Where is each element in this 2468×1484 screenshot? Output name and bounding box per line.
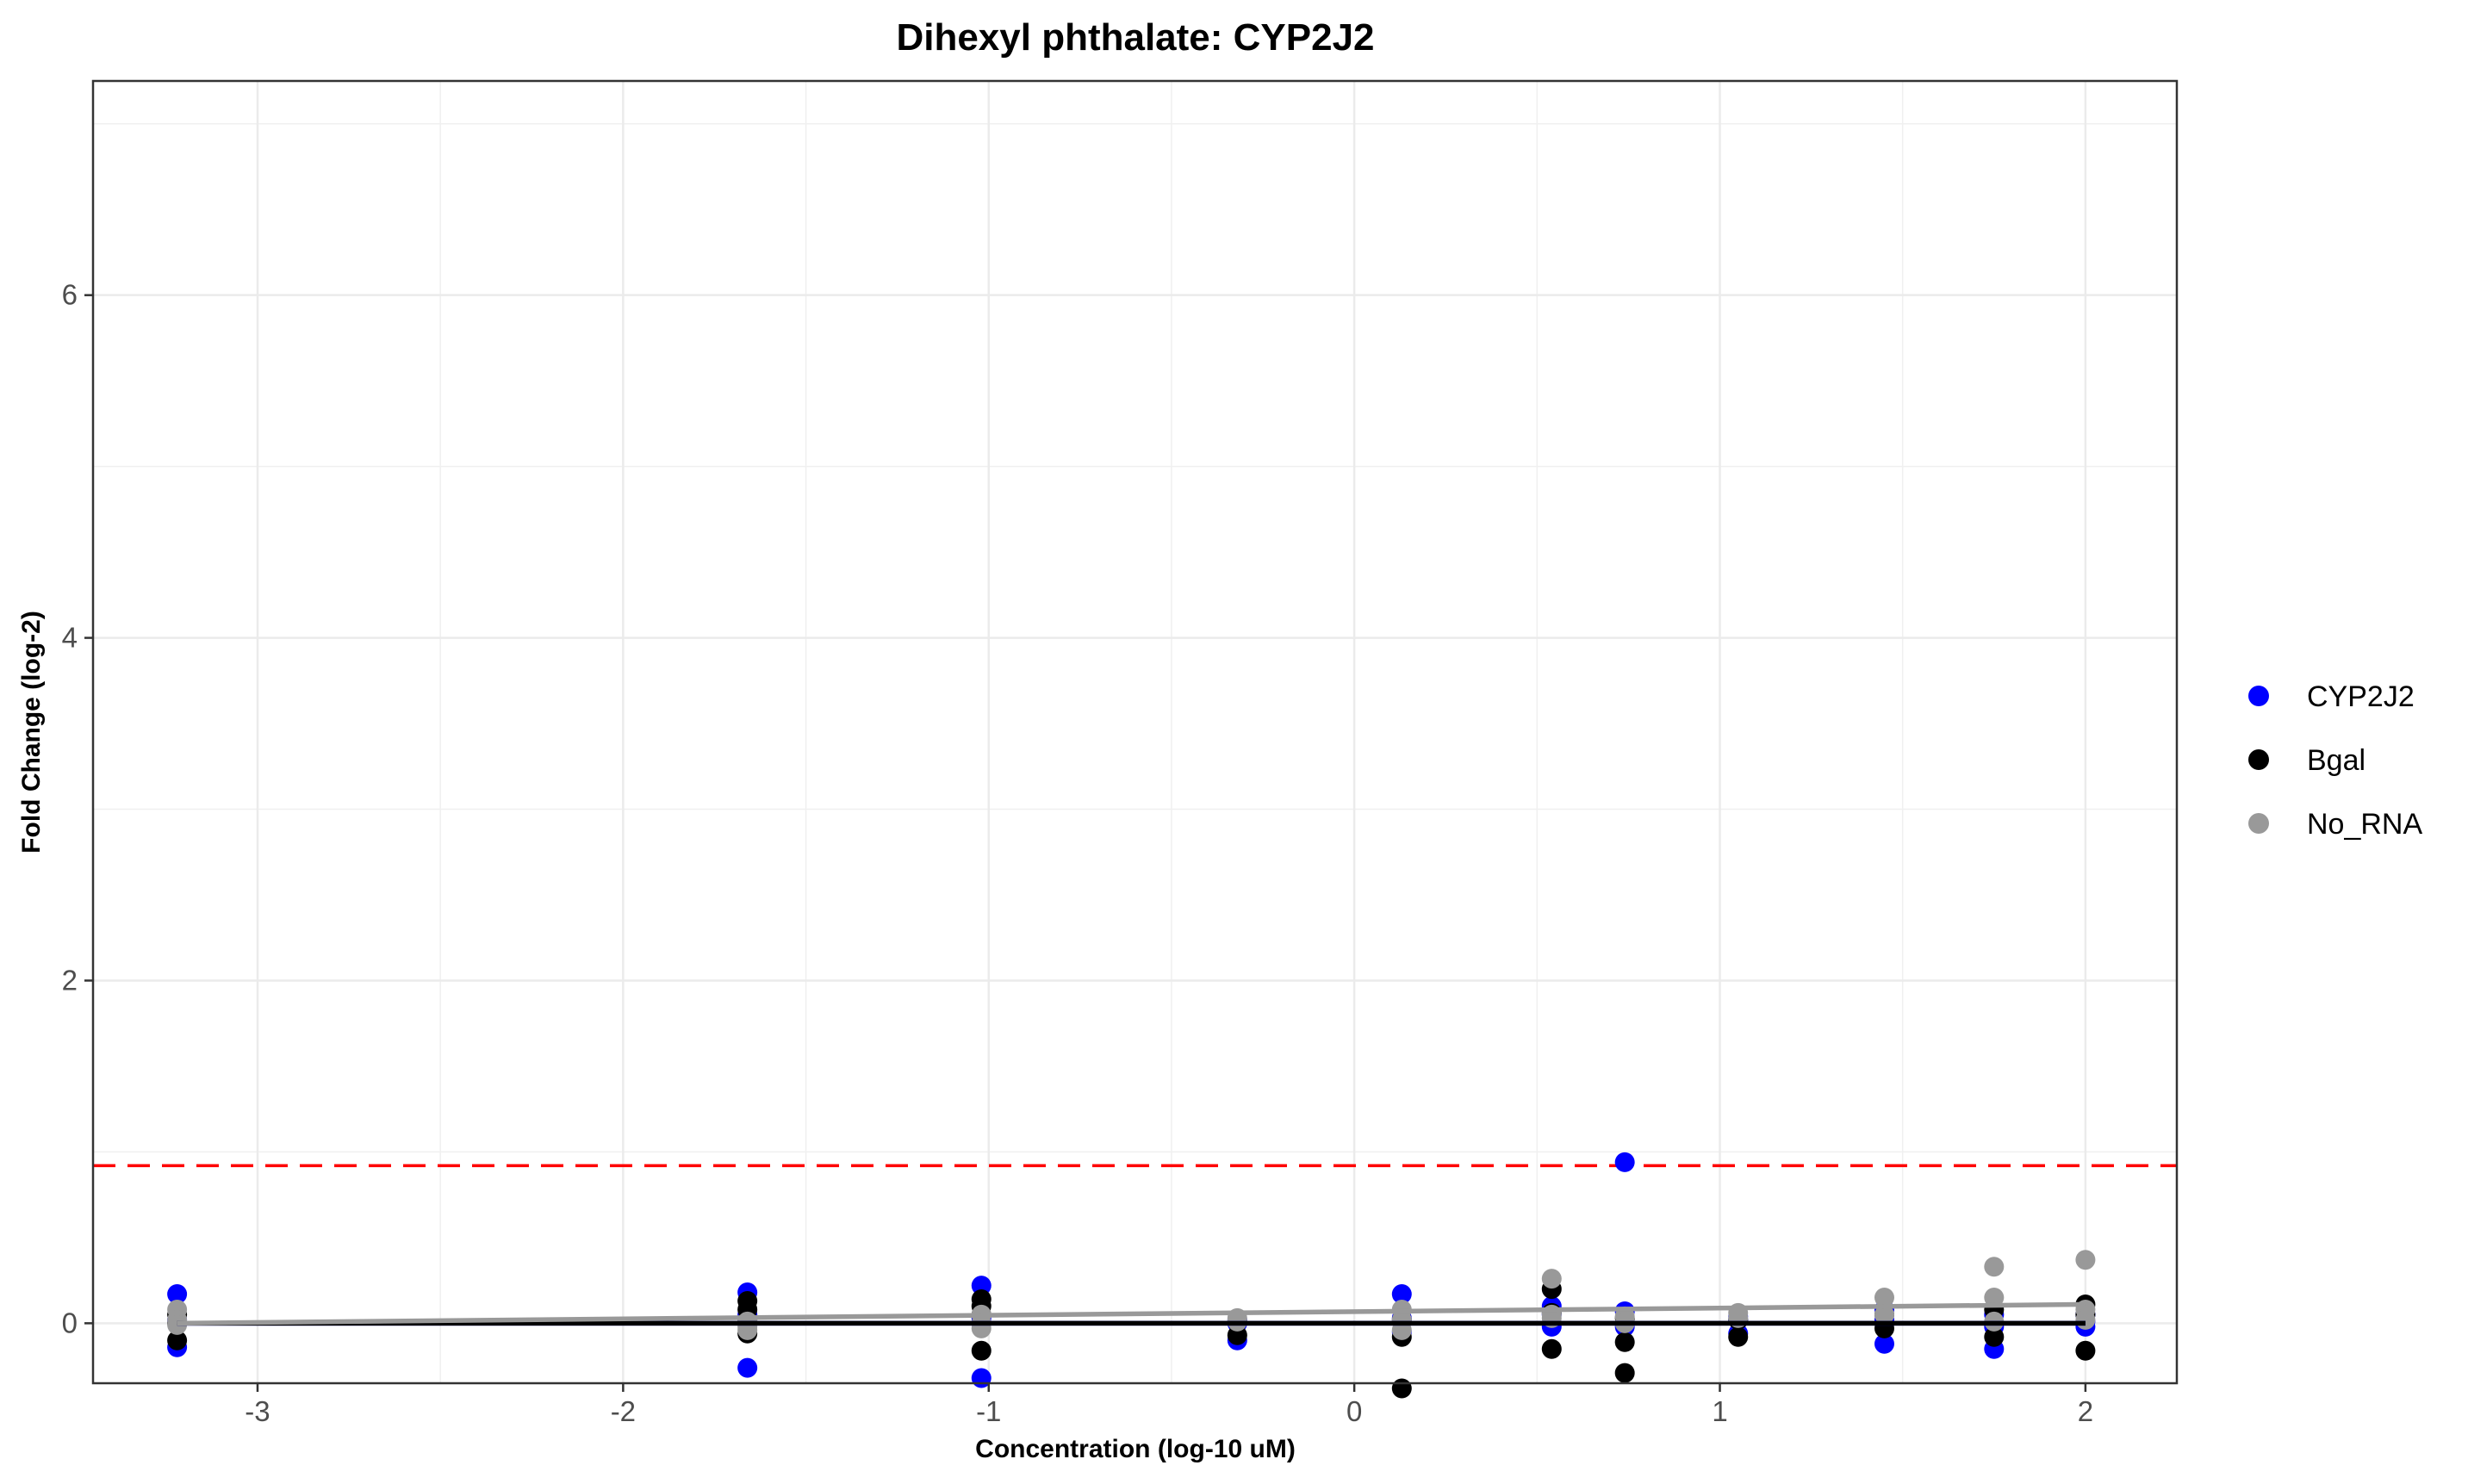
x-axis-title: Concentration (log-10 uM) [975, 1435, 1296, 1463]
data-point [1614, 1332, 1635, 1352]
y-tick-label: 6 [62, 279, 78, 311]
y-axis-title: Fold Change (log-2) [17, 611, 46, 854]
legend-item-No_RNA: No_RNA [2248, 808, 2422, 841]
chart-title: Dihexyl phthalate: CYP2J2 [896, 16, 1374, 59]
axes: -3 -2 -1 0 1 2 0 2 4 6 [62, 279, 2093, 1427]
x-tick-label: 1 [1712, 1395, 1727, 1427]
fit-line-No_RNA [177, 1301, 2086, 1326]
legend: CYP2J2 Bgal No_RNA [2248, 680, 2422, 841]
data-point [167, 1330, 188, 1351]
x-tick-label: -3 [245, 1395, 270, 1427]
data-point [1391, 1378, 1412, 1399]
data-point [971, 1276, 992, 1296]
data-point [1874, 1333, 1894, 1354]
panel-border [91, 79, 2179, 1385]
y-tick-label: 0 [62, 1307, 78, 1338]
data-point [1874, 1288, 1894, 1308]
data-point [1614, 1152, 1635, 1172]
legend-label: No_RNA [2307, 808, 2422, 841]
legend-label: CYP2J2 [2307, 680, 2415, 713]
data-point [2075, 1250, 2096, 1270]
x-tick-label: 0 [1346, 1395, 1362, 1427]
legend-key [2248, 686, 2269, 706]
data-point [1874, 1304, 1894, 1325]
legend-item-Bgal: Bgal [2248, 744, 2365, 777]
x-tick-label: -2 [611, 1395, 636, 1427]
data-point [2075, 1309, 2096, 1330]
data-point [971, 1340, 992, 1361]
y-tick-label: 2 [62, 964, 78, 996]
data-point [167, 1284, 188, 1305]
data-point [1614, 1363, 1635, 1383]
y-tick-label: 4 [62, 622, 78, 654]
data-point [1227, 1325, 1247, 1345]
data-point [1541, 1338, 1562, 1359]
data-point [1541, 1269, 1562, 1289]
data-point [2075, 1340, 2096, 1361]
data-point [1984, 1288, 2005, 1308]
data-point [737, 1357, 758, 1378]
legend-label: Bgal [2307, 744, 2365, 777]
data-point [1984, 1257, 2005, 1277]
x-tick-label: 2 [2078, 1395, 2093, 1427]
data-point [1391, 1284, 1412, 1305]
data-layer [93, 1152, 2177, 1399]
legend-key [2248, 813, 2269, 834]
legend-item-CYP2J2: CYP2J2 [2248, 680, 2415, 713]
legend-key [2248, 749, 2269, 770]
data-point [1984, 1326, 2005, 1347]
data-point [1728, 1326, 1749, 1347]
x-tick-label: -1 [976, 1395, 1001, 1427]
